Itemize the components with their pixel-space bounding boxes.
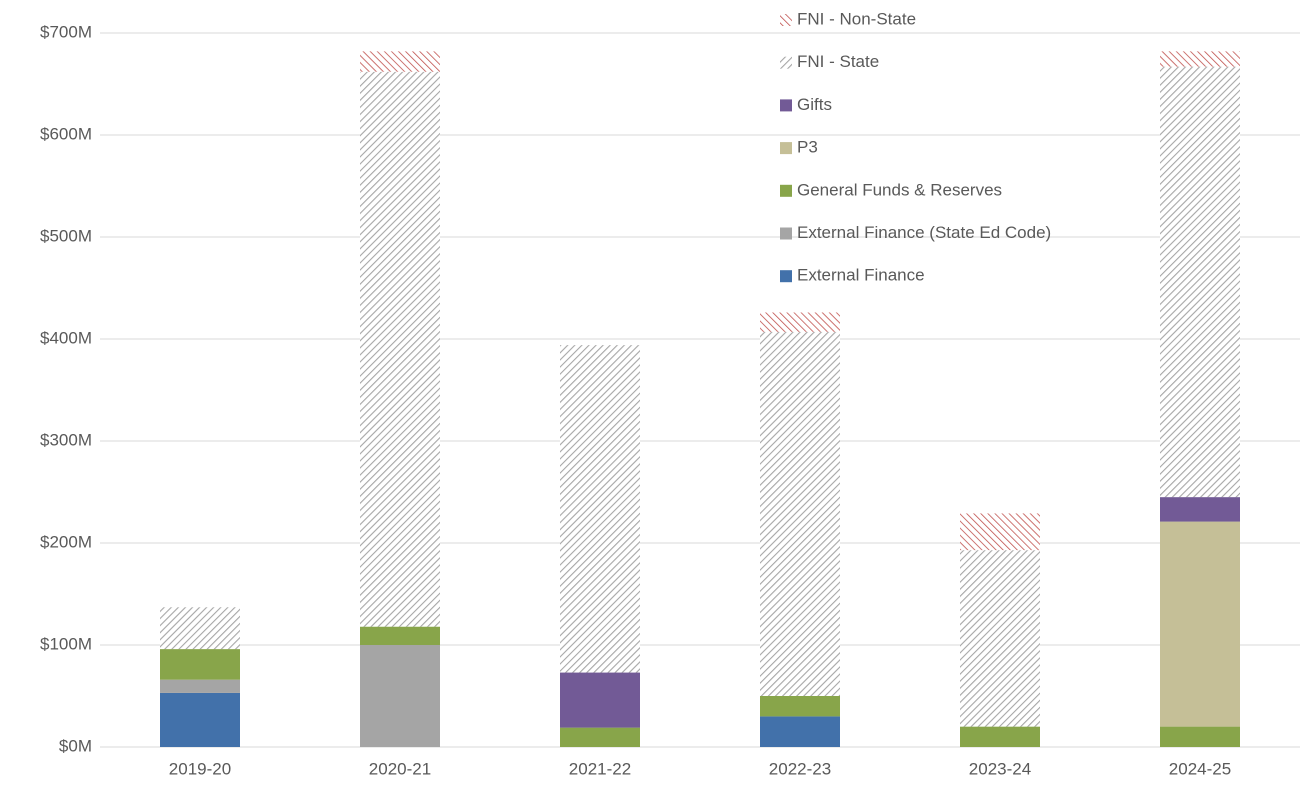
legend-swatch — [780, 184, 792, 197]
bar-segment — [160, 679, 240, 693]
bar-segment — [960, 550, 1040, 727]
bar-segment — [760, 331, 840, 696]
bar-segment — [360, 71, 440, 627]
x-tick-label: 2019-20 — [169, 759, 231, 778]
legend-label: FNI - Non-State — [797, 9, 916, 28]
legend-label: General Funds & Reserves — [797, 180, 1002, 199]
bar-segment — [760, 716, 840, 747]
bar-segment — [960, 726, 1040, 747]
legend-label: P3 — [797, 138, 818, 157]
bar-segment — [1160, 51, 1240, 67]
legend-label: Gifts — [797, 95, 832, 114]
bar-segment — [1160, 497, 1240, 522]
y-tick-label: $600M — [40, 124, 92, 143]
y-tick-label: $300M — [40, 430, 92, 449]
x-tick-label: 2020-21 — [369, 759, 431, 778]
bar-segment — [760, 312, 840, 332]
legend-label: FNI - State — [797, 52, 879, 71]
legend-swatch — [780, 14, 792, 26]
legend-swatch — [780, 56, 792, 69]
legend-label: External Finance (State Ed Code) — [797, 223, 1051, 242]
bar-segment — [960, 513, 1040, 551]
bar-segment — [160, 607, 240, 650]
bar-segment — [360, 645, 440, 747]
y-tick-label: $200M — [40, 532, 92, 551]
bar-segment — [360, 51, 440, 72]
x-tick-label: 2022-23 — [769, 759, 831, 778]
bar-segment — [760, 696, 840, 717]
legend-swatch — [780, 142, 792, 155]
bar-segment — [160, 692, 240, 747]
x-tick-label: 2023-24 — [969, 759, 1031, 778]
bar-segment — [160, 649, 240, 680]
bar-segment — [1160, 521, 1240, 727]
y-tick-label: $700M — [40, 22, 92, 41]
legend-swatch — [780, 227, 792, 240]
bar-segment — [560, 345, 640, 673]
y-tick-label: $500M — [40, 226, 92, 245]
legend-swatch — [780, 270, 792, 283]
y-tick-label: $400M — [40, 328, 92, 347]
bar-segment — [360, 626, 440, 645]
bar-segment — [1160, 66, 1240, 498]
bar-segment — [560, 672, 640, 728]
legend-swatch — [780, 99, 792, 112]
legend-label: External Finance — [797, 266, 925, 285]
y-tick-label: $0M — [59, 736, 92, 755]
x-tick-label: 2024-25 — [1169, 759, 1231, 778]
bar-segment — [1160, 726, 1240, 747]
x-tick-label: 2021-22 — [569, 759, 631, 778]
y-tick-label: $100M — [40, 634, 92, 653]
bar-segment — [560, 727, 640, 747]
